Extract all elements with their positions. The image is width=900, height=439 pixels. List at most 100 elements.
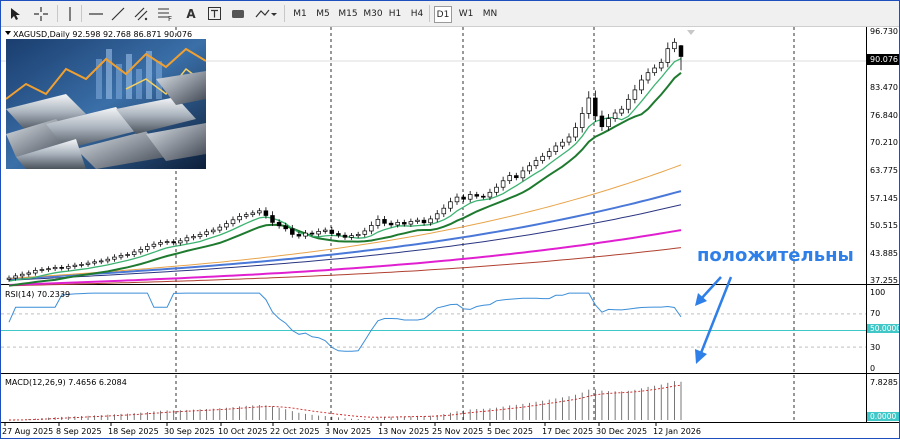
candle-body [237,216,242,221]
date-tick: 18 Sep 2025 [108,427,159,436]
chart-shift-indicator[interactable] [687,30,695,35]
rsi-tick: 0 [870,364,875,373]
macd-label: MACD(12,26,9) 7.4656 6.2084 [5,378,127,387]
candle-body [204,231,209,235]
candle-body [210,229,216,233]
candle-body [402,222,407,225]
timeframe-d1[interactable]: D1 [434,6,452,23]
timeframe-m5[interactable]: M5 [316,8,330,19]
last-price-label: 90.076 [870,55,898,64]
cursor-icon[interactable] [7,4,25,23]
candle-body [382,219,387,224]
candle-body [586,97,592,114]
candle-body [164,241,170,243]
svg-text:F: F [168,15,172,21]
vertical-line-icon[interactable] [63,4,77,23]
timeframe-m15[interactable]: M15 [338,8,358,19]
chart-header: XAGUSD,Daily 92.598 92.768 86.871 90.076 [13,30,192,39]
candle-body [579,113,585,128]
rsi-line [8,292,682,352]
candle-body [612,112,618,119]
candle-body [428,218,433,224]
candle-body [514,175,519,179]
price-tick: 83.470 [870,83,898,92]
candle-body [112,256,117,260]
candle-body [441,207,447,215]
rectangle-icon[interactable] [229,4,247,23]
ma-dark-green-line [8,72,682,287]
candle-body [46,268,51,271]
horizontal-line-icon[interactable] [87,4,105,23]
candle-body [6,277,12,280]
fibonacci-icon[interactable]: F [155,4,175,23]
price-axis: 96.730 90.076 83.470 76.840 70.210 63.77… [867,27,899,285]
candle-body [454,196,460,203]
ma-magenta-line [8,229,682,286]
rsi-tick: 30 [870,343,880,352]
rsi-indicator [1,292,866,352]
timeframe-w1[interactable]: W1 [458,8,474,19]
candle-body [85,262,91,265]
candle-body [52,267,58,270]
timeframe-mn[interactable]: MN [482,8,498,19]
ma-brown-line [8,247,682,287]
crosshair-icon[interactable] [31,4,51,23]
shapes-icon[interactable] [253,4,279,23]
candle-body [224,223,229,228]
trendline-icon[interactable] [109,4,127,23]
candle-body [678,45,684,57]
candle-body [487,191,493,198]
timeframe-m1[interactable]: M1 [293,8,307,19]
macd-axis: 7.8285 0.0000 [867,378,899,421]
equidistant-channel-icon[interactable] [132,4,150,23]
ma-blue-line [8,190,682,280]
chart-area[interactable]: XAGUSD,Daily 92.598 92.768 86.871 90.076… [1,27,899,438]
candle-body [59,267,64,269]
candle-body [619,108,624,114]
macd-tick: 0.0000 [870,412,896,421]
timeframe-h4[interactable]: H4 [410,8,424,19]
macd-tick: 7.8285 [870,378,898,387]
price-tick: 76.840 [870,111,898,120]
price-tick: 96.730 [870,27,898,36]
candle-body [448,201,453,209]
annotation-text: положительны [697,245,854,266]
ma-navy-line [8,204,682,281]
rsi-pane[interactable] [1,287,866,372]
macd-signal-line [9,384,682,421]
rsi-tick: 100 [870,288,885,297]
candle-body [520,170,526,179]
timeframe-m30[interactable]: M30 [363,8,383,19]
candle-body [316,231,321,235]
text-label-icon[interactable] [206,4,222,23]
date-tick: 8 Sep 2025 [56,427,102,436]
price-tick: 50.515 [870,221,898,230]
candle-body [540,155,545,161]
candle-body [606,118,611,128]
candles [6,38,684,282]
date-tick: 17 Dec 2025 [542,427,593,436]
price-tick: 37.255 [870,276,898,285]
date-tick: 30 Sep 2025 [164,427,215,436]
candle-body [230,219,236,225]
candle-body [336,233,341,236]
candle-body [599,115,605,128]
candle-body [131,251,137,255]
candle-body [39,269,45,271]
toolbar: F A M1 M5 M15 M30 H1 H4 D1 W1 MN [1,1,899,27]
candle-body [560,141,565,147]
candle-body [26,272,32,275]
candle-body [296,234,302,237]
candle-body [355,234,361,237]
timeframe-h1[interactable]: H1 [388,8,402,19]
candle-body [658,62,664,69]
macd-pane[interactable] [1,376,866,422]
candle-body [98,260,104,263]
candle-body [191,236,196,239]
candle-body [19,273,25,277]
collapse-triangle-icon[interactable] [5,31,11,35]
silver-bars-image [6,39,206,169]
candle-body [672,41,677,50]
text-icon[interactable]: A [186,6,196,21]
price-tick: 43.885 [870,249,898,258]
